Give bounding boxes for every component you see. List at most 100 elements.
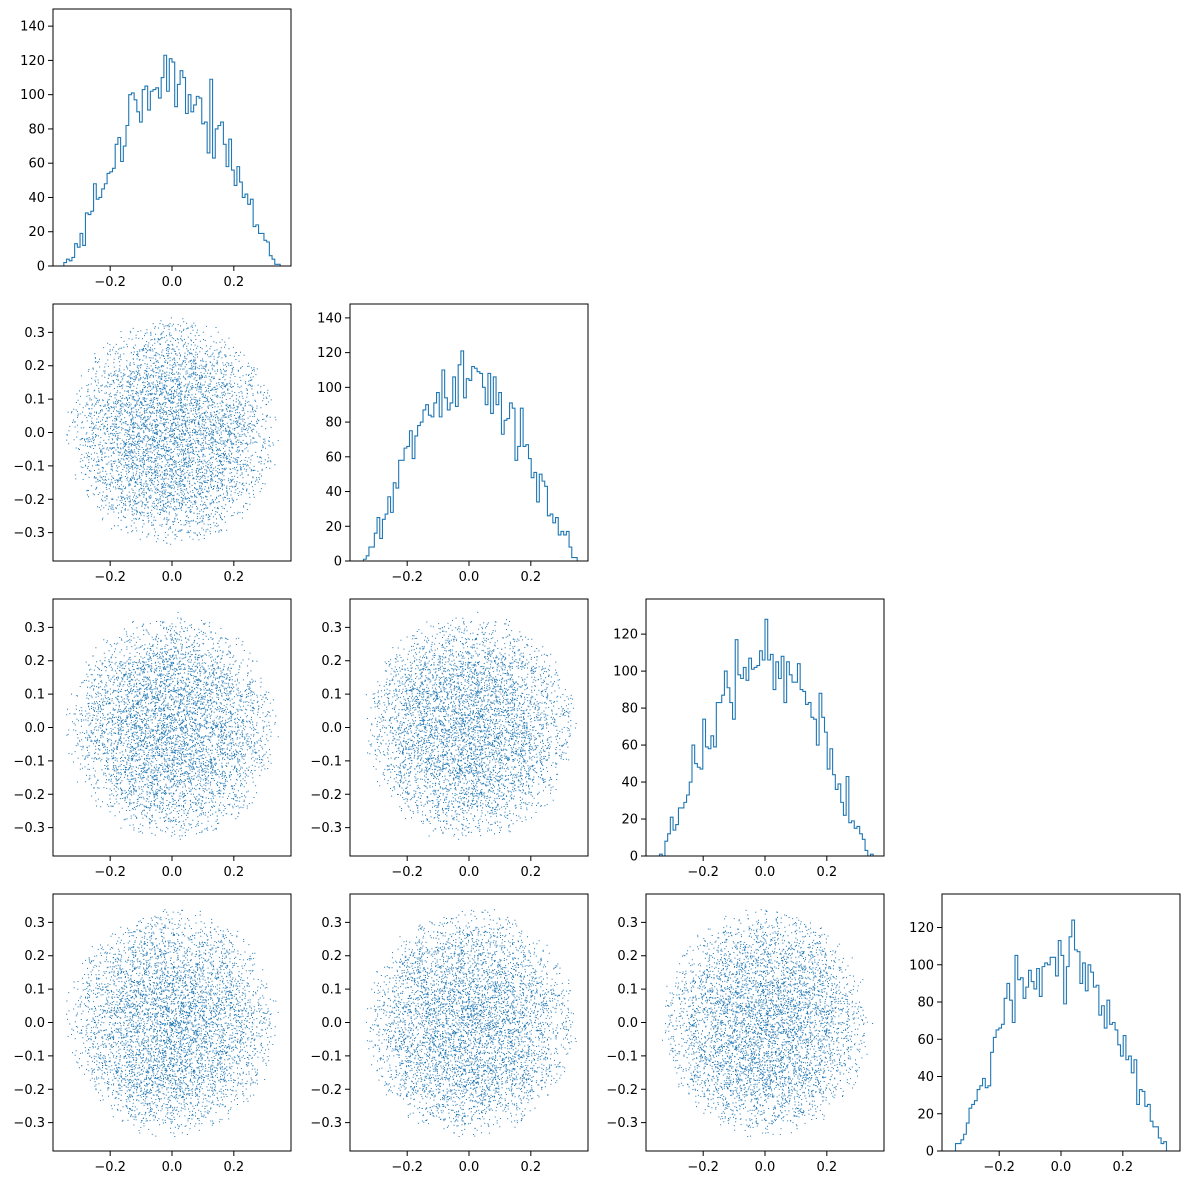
- y-tick-label: 80: [325, 416, 342, 431]
- y-tick-label: 0.1: [24, 983, 45, 998]
- axes-frame: [349, 893, 589, 1152]
- y-tick-label: 20: [28, 225, 45, 240]
- y-tick-label: 80: [917, 996, 934, 1011]
- histogram-panel-1: 0 20 40 60 80 100 120 140 −0.2 0.0 0.2: [317, 303, 589, 585]
- y-tick-label: 120: [20, 54, 45, 69]
- x-tick-label: 0.0: [755, 1160, 776, 1175]
- scatter-points: [365, 909, 577, 1137]
- x-tick-label: 0.2: [223, 865, 244, 880]
- y-tick-label: −0.3: [310, 821, 342, 836]
- x-tick-label: −0.2: [391, 570, 423, 585]
- scatter-panel-1-0: −0.3 −0.2 −0.1 0.0 0.1 0.2 0.3 −0.2 0.0 0.2: [13, 303, 292, 585]
- y-tick-label: 0.0: [24, 721, 45, 736]
- y-tick-label: 100: [20, 88, 45, 103]
- y-tick-label: 20: [621, 813, 638, 828]
- histogram-panel-2: 0 20 40 60 80 100 120 −0.2 0.0 0.2: [613, 598, 885, 880]
- x-tick-label: −0.2: [94, 570, 126, 585]
- x-tick-label: −0.2: [94, 865, 126, 880]
- y-tick-label: 40: [621, 776, 638, 791]
- y-tick-label: 0.1: [321, 688, 342, 703]
- y-tick-label: 80: [28, 122, 45, 137]
- axes-frame: [52, 598, 292, 857]
- y-tick-label: 0.1: [617, 983, 638, 998]
- x-tick-label: 0.0: [755, 865, 776, 880]
- y-tick-label: −0.1: [13, 1049, 45, 1064]
- scatter-panel-3-2: −0.3 −0.2 −0.1 0.0 0.1 0.2 0.3 −0.2 0.0 0.2: [606, 893, 885, 1175]
- y-tick-label: 40: [917, 1070, 934, 1085]
- y-tick-label: −0.1: [606, 1049, 638, 1064]
- histogram-step-line: [63, 54, 281, 266]
- axes-frame: [349, 598, 589, 857]
- y-tick-label: −0.1: [310, 1049, 342, 1064]
- x-tick-label: 0.2: [223, 275, 244, 290]
- histogram-step-line: [952, 919, 1170, 1152]
- y-tick-label: 120: [317, 346, 342, 361]
- axes-frame: [645, 893, 885, 1152]
- x-tick-label: 0.2: [816, 1160, 837, 1175]
- y-tick-label: 0.0: [321, 1016, 342, 1031]
- x-tick-label: −0.2: [391, 1160, 423, 1175]
- y-tick-label: 0.3: [24, 916, 45, 931]
- y-tick-label: 120: [613, 628, 638, 643]
- y-tick-label: 0.1: [321, 983, 342, 998]
- x-tick-label: 0.0: [162, 865, 183, 880]
- y-tick-label: 0: [334, 555, 342, 570]
- x-tick-label: 0.0: [162, 1160, 183, 1175]
- y-tick-label: 0: [630, 850, 638, 865]
- y-tick-label: −0.3: [310, 1116, 342, 1131]
- x-tick-label: 0.2: [520, 1160, 541, 1175]
- y-tick-label: 0.1: [24, 393, 45, 408]
- y-tick-label: −0.2: [606, 1083, 638, 1098]
- scatter-panel-2-0: −0.3 −0.2 −0.1 0.0 0.1 0.2 0.3 −0.2 0.0 0.2: [13, 598, 292, 880]
- x-tick-label: 0.0: [459, 570, 480, 585]
- axes-frame: [349, 303, 589, 562]
- y-tick-label: 140: [20, 20, 45, 35]
- y-tick-label: 0.0: [24, 426, 45, 441]
- y-tick-label: 140: [317, 311, 342, 326]
- x-tick-label: 0.0: [162, 275, 183, 290]
- scatter-points: [66, 611, 279, 840]
- y-tick-label: −0.3: [13, 821, 45, 836]
- y-tick-label: 0.2: [24, 654, 45, 669]
- y-tick-label: 0.3: [321, 916, 342, 931]
- x-tick-label: 0.2: [520, 570, 541, 585]
- y-tick-label: 40: [325, 485, 342, 500]
- y-tick-label: 0.2: [24, 949, 45, 964]
- y-tick-label: 0.2: [24, 359, 45, 374]
- x-tick-label: 0.0: [1051, 1160, 1072, 1175]
- x-tick-label: −0.2: [94, 275, 126, 290]
- x-tick-label: 0.2: [1112, 1160, 1133, 1175]
- x-tick-label: −0.2: [983, 1160, 1015, 1175]
- histogram-panel-0: 0 20 40 60 80 100 120 140 −0.2 0.0 0.2: [20, 8, 292, 290]
- y-tick-label: −0.3: [13, 1116, 45, 1131]
- scatter-panel-2-1: −0.3 −0.2 −0.1 0.0 0.1 0.2 0.3 −0.2 0.0 0.2: [310, 598, 589, 880]
- y-tick-label: −0.1: [310, 754, 342, 769]
- histogram-step-line: [360, 350, 578, 562]
- y-tick-label: 0.0: [617, 1016, 638, 1031]
- y-tick-label: 60: [28, 157, 45, 172]
- scatter-points: [66, 317, 279, 545]
- x-tick-label: 0.0: [459, 1160, 480, 1175]
- axes-frame: [52, 8, 292, 267]
- y-tick-label: 0.2: [321, 949, 342, 964]
- x-tick-label: −0.2: [687, 865, 719, 880]
- x-tick-label: −0.2: [391, 865, 423, 880]
- y-tick-label: 0.2: [321, 654, 342, 669]
- histogram-step-line: [656, 618, 874, 857]
- y-tick-label: 0.0: [321, 721, 342, 736]
- y-tick-label: −0.3: [606, 1116, 638, 1131]
- x-tick-label: 0.0: [459, 865, 480, 880]
- y-tick-label: 80: [621, 702, 638, 717]
- x-tick-label: 0.0: [162, 570, 183, 585]
- y-tick-label: 0.3: [617, 916, 638, 931]
- y-tick-label: 20: [917, 1107, 934, 1122]
- y-tick-label: 20: [325, 520, 342, 535]
- y-tick-label: 100: [613, 665, 638, 680]
- y-tick-label: 0.3: [24, 621, 45, 636]
- y-tick-label: 60: [325, 450, 342, 465]
- scatter-panel-3-1: −0.3 −0.2 −0.1 0.0 0.1 0.2 0.3 −0.2 0.0 0.2: [310, 893, 589, 1175]
- y-tick-label: 60: [621, 739, 638, 754]
- x-tick-label: 0.2: [223, 570, 244, 585]
- axes-frame: [941, 893, 1181, 1152]
